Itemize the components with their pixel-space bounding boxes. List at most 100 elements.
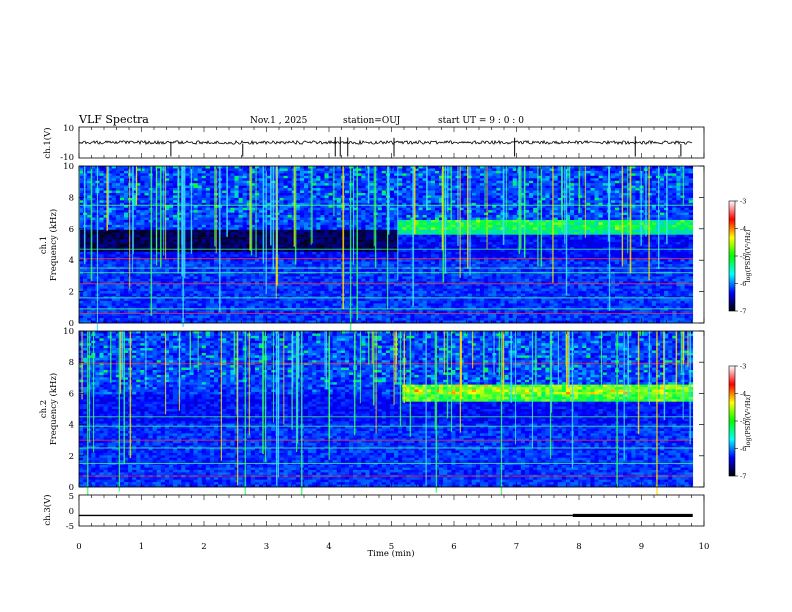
spectrogram-cell	[205, 180, 211, 184]
spectrogram-cell	[353, 195, 358, 199]
spectrogram-cell	[169, 254, 174, 258]
spectrogram-cell	[152, 273, 158, 277]
spectrogram-cell	[209, 166, 215, 169]
spectrogram-cell	[173, 256, 178, 260]
spectrogram-cell	[136, 242, 141, 245]
spectrogram-cell	[128, 190, 133, 194]
spectrogram-cell	[185, 303, 190, 307]
spectrogram-cell	[299, 229, 305, 233]
spectrogram-cell	[169, 242, 174, 245]
spectrogram-cell	[369, 246, 374, 250]
spectrogram-cell	[287, 217, 293, 221]
spectrogram-cell	[99, 244, 104, 248]
spectrogram-cell	[111, 318, 117, 321]
spectrogram-cell	[377, 190, 383, 194]
spectrogram-cell	[164, 232, 170, 235]
spectrogram-cell	[152, 195, 158, 199]
spectrogram-cell	[254, 192, 260, 196]
spectrogram-cell	[361, 254, 366, 258]
spectrogram-cell	[377, 188, 383, 191]
spectrogram-cell	[119, 224, 125, 228]
spectrogram-cell	[124, 300, 129, 304]
spectrogram-cell	[124, 188, 129, 191]
spectrogram-cell	[230, 180, 235, 184]
spectrogram-cell	[279, 215, 284, 218]
spectrogram-cell	[115, 249, 121, 253]
spectrogram-cell	[189, 291, 194, 294]
spectrogram-cell	[201, 195, 207, 199]
spectrogram-cell	[369, 207, 374, 211]
spectrogram-cell	[124, 286, 129, 289]
spectrogram-cell	[173, 244, 178, 248]
spectrogram-cell	[152, 180, 158, 184]
spectrogram-cell	[283, 281, 288, 285]
spectrogram-cell	[259, 205, 264, 208]
spectrogram-cell	[295, 273, 301, 277]
spectrogram-cell	[201, 192, 207, 196]
spectrogram-cell	[128, 264, 133, 267]
spectrogram-cell	[377, 215, 383, 218]
spectrogram-cell	[124, 234, 129, 238]
spectrogram-cell	[304, 166, 309, 169]
spectrogram-cell	[295, 166, 301, 169]
spectrogram-cell	[222, 269, 227, 272]
spectrogram-cell	[377, 254, 383, 258]
spectrogram-cell	[160, 273, 166, 277]
spectrogram-cell	[99, 185, 104, 189]
spectrogram-cell	[279, 222, 284, 226]
spectrogram-cell	[91, 310, 96, 314]
spectrogram-cell	[128, 246, 133, 250]
spectrogram-cell	[115, 315, 121, 319]
spectrogram-cell	[234, 166, 239, 169]
spectrogram-cell	[250, 173, 256, 177]
spectrogram-cell	[324, 166, 329, 169]
spectrogram-cell	[369, 188, 374, 191]
spectrogram-cell	[169, 219, 174, 223]
spectrogram-cell	[320, 180, 325, 184]
spectrogram-cell	[316, 229, 321, 233]
spectrogram-cell	[209, 222, 215, 226]
spectrogram-cell	[193, 251, 198, 255]
spectrogram-cell	[308, 261, 313, 265]
spectrogram-cell	[344, 261, 350, 265]
spectrogram-cell	[381, 298, 387, 302]
spectrogram-cell	[328, 244, 333, 248]
spectrogram-cell	[218, 320, 223, 324]
spectrogram-cell	[197, 202, 203, 206]
spectrogram-cell	[132, 283, 137, 287]
spectrogram-cell	[209, 188, 215, 191]
spectrogram-cell	[83, 320, 88, 324]
spectrogram-cell	[361, 261, 366, 265]
spectrogram-cell	[238, 168, 243, 172]
spectrogram-cell	[299, 180, 305, 184]
spectrogram-cell	[324, 278, 329, 282]
spectrogram-cell	[169, 303, 174, 307]
spectrogram-cell	[91, 239, 96, 243]
spectrogram-cell	[160, 320, 166, 324]
spectrogram-cell	[304, 303, 309, 307]
spectrogram-cell	[177, 210, 182, 213]
spectrogram-cell	[136, 210, 141, 213]
spectrogram-cell	[267, 300, 272, 304]
spectrogram-cell	[124, 190, 129, 194]
spectrogram-cell	[214, 283, 219, 287]
spectrogram-cell	[316, 308, 321, 312]
spectrogram-cell	[107, 313, 113, 316]
spectrogram-cell	[361, 178, 366, 182]
spectrogram-cell	[164, 296, 170, 299]
spectrogram-cell	[107, 261, 113, 265]
spectrogram-cell	[357, 315, 362, 319]
spectrogram-cell	[361, 168, 366, 172]
spectrogram-cell	[389, 237, 395, 240]
spectrogram-cell	[226, 310, 231, 314]
spectrogram-cell	[332, 178, 338, 182]
spectrogram-cell	[189, 269, 194, 272]
spectrogram-cell	[87, 269, 92, 272]
spectrogram-cell	[259, 283, 264, 287]
spectrogram-cell	[124, 210, 129, 213]
spectrogram-cell	[91, 269, 96, 272]
spectrogram-cell	[115, 242, 121, 245]
spectrogram-cell	[394, 278, 399, 282]
spectrogram-cell	[324, 254, 329, 258]
spectrogram-cell	[316, 269, 321, 272]
